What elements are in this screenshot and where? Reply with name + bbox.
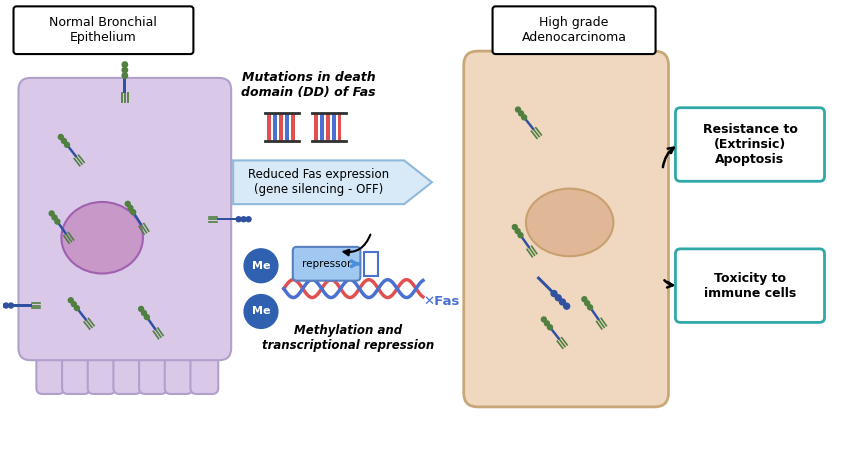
Bar	[67, 145, 78, 158]
Text: Mutations in death
domain (DD) of Fas: Mutations in death domain (DD) of Fas	[241, 71, 376, 99]
FancyBboxPatch shape	[675, 249, 824, 322]
FancyBboxPatch shape	[62, 307, 90, 394]
Circle shape	[122, 73, 127, 79]
Bar	[123, 77, 126, 93]
Text: High grade
Adenocarcinoma: High grade Adenocarcinoma	[522, 16, 626, 44]
Circle shape	[144, 315, 149, 320]
Bar	[319, 113, 324, 141]
Circle shape	[58, 134, 63, 139]
FancyBboxPatch shape	[88, 307, 115, 394]
Circle shape	[244, 295, 278, 328]
Circle shape	[142, 311, 147, 316]
Bar	[314, 113, 318, 141]
Bar	[331, 113, 336, 141]
Text: ✕Fas: ✕Fas	[423, 295, 459, 308]
FancyBboxPatch shape	[675, 108, 824, 181]
FancyBboxPatch shape	[13, 6, 193, 54]
Bar	[273, 113, 277, 141]
Bar	[291, 113, 295, 141]
Circle shape	[3, 303, 8, 308]
Circle shape	[515, 229, 520, 234]
Circle shape	[64, 142, 69, 147]
Circle shape	[49, 211, 54, 216]
Text: Methylation and
transcriptional repression: Methylation and transcriptional repressi…	[262, 324, 435, 352]
Circle shape	[518, 111, 524, 116]
Circle shape	[585, 301, 590, 306]
Text: Me: Me	[252, 306, 271, 316]
Text: Toxicity to
immune cells: Toxicity to immune cells	[704, 271, 796, 300]
Text: repressor: repressor	[302, 259, 352, 269]
Circle shape	[72, 302, 77, 306]
Circle shape	[138, 306, 143, 311]
FancyBboxPatch shape	[19, 78, 231, 360]
Circle shape	[582, 297, 587, 302]
Bar	[285, 113, 289, 141]
Circle shape	[55, 219, 60, 224]
Circle shape	[516, 107, 520, 112]
FancyBboxPatch shape	[464, 51, 668, 407]
Bar	[13, 304, 32, 307]
Circle shape	[588, 305, 593, 310]
Bar	[77, 309, 88, 321]
Circle shape	[522, 115, 527, 120]
Circle shape	[541, 317, 546, 322]
Bar	[524, 118, 534, 130]
Ellipse shape	[62, 202, 143, 273]
FancyBboxPatch shape	[139, 307, 167, 394]
Circle shape	[556, 295, 561, 301]
Circle shape	[551, 291, 557, 296]
Circle shape	[236, 217, 241, 222]
Bar	[279, 113, 283, 141]
Circle shape	[547, 325, 552, 330]
Text: Me: Me	[252, 261, 271, 271]
Circle shape	[131, 210, 136, 215]
FancyBboxPatch shape	[114, 307, 142, 394]
Bar	[520, 236, 530, 248]
Bar	[325, 113, 330, 141]
Bar	[133, 213, 142, 226]
Circle shape	[564, 303, 570, 309]
Circle shape	[246, 217, 251, 222]
Circle shape	[128, 206, 133, 211]
Circle shape	[62, 138, 67, 143]
FancyBboxPatch shape	[164, 307, 192, 394]
Bar	[550, 328, 561, 340]
Circle shape	[8, 303, 13, 308]
Bar	[590, 308, 600, 321]
Circle shape	[122, 62, 127, 67]
Circle shape	[74, 306, 79, 311]
Text: Normal Bronchial
Epithelium: Normal Bronchial Epithelium	[49, 16, 157, 44]
FancyBboxPatch shape	[293, 247, 360, 281]
Circle shape	[0, 303, 3, 308]
FancyBboxPatch shape	[191, 307, 218, 394]
Bar	[536, 276, 554, 294]
Circle shape	[560, 299, 566, 305]
Bar	[57, 222, 67, 235]
Bar	[337, 113, 341, 141]
FancyBboxPatch shape	[492, 6, 656, 54]
Bar	[267, 113, 271, 141]
Circle shape	[518, 233, 523, 238]
Circle shape	[241, 217, 246, 222]
Circle shape	[244, 249, 278, 283]
Circle shape	[126, 201, 130, 206]
Text: Resistance to
(Extrinsic)
Apoptosis: Resistance to (Extrinsic) Apoptosis	[702, 123, 797, 166]
Polygon shape	[234, 160, 432, 204]
Circle shape	[545, 321, 550, 326]
Circle shape	[122, 67, 127, 73]
FancyBboxPatch shape	[36, 307, 64, 394]
Ellipse shape	[526, 188, 614, 256]
Bar	[147, 318, 157, 331]
Circle shape	[68, 298, 73, 303]
Bar	[217, 218, 237, 221]
Circle shape	[52, 215, 57, 220]
Text: Reduced Fas expression
(gene silencing - OFF): Reduced Fas expression (gene silencing -…	[248, 168, 389, 196]
Circle shape	[513, 225, 518, 230]
Bar	[364, 252, 379, 276]
